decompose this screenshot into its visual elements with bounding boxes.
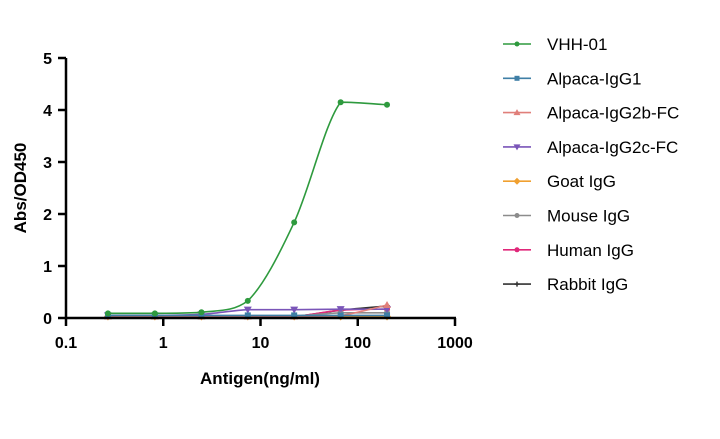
legend-item: Human IgG <box>503 241 634 260</box>
plot-area <box>103 99 392 321</box>
data-point <box>336 306 345 314</box>
y-tick-label: 3 <box>43 155 52 172</box>
data-point <box>244 297 251 304</box>
data-point <box>384 101 391 108</box>
data-point <box>244 312 251 319</box>
data-point <box>337 312 344 319</box>
legend-label: Human IgG <box>547 241 634 260</box>
data-point <box>290 306 299 314</box>
legend-marker <box>513 177 521 185</box>
data-point <box>291 219 298 226</box>
data-point <box>384 312 391 319</box>
legend-label: Goat IgG <box>547 172 616 191</box>
legend-label: VHH-01 <box>547 35 607 54</box>
x-tick-label: 0.1 <box>55 335 77 352</box>
legend-item: Rabbit IgG <box>503 275 628 294</box>
x-tick-label: 100 <box>344 335 371 352</box>
legend-item: Alpaca-IgG2b-FC <box>503 104 679 123</box>
x-axis-label: Antigen(ng/ml) <box>200 369 320 388</box>
legend-marker <box>514 281 520 287</box>
data-point <box>198 312 205 319</box>
legend: VHH-01 Alpaca-IgG1 Alpaca-IgG2b-FC Alpaca-I… <box>503 35 679 294</box>
y-tick-label: 1 <box>43 259 52 276</box>
data-point <box>291 312 298 319</box>
legend-marker <box>513 109 521 116</box>
legend-label: Alpaca-IgG2c-FC <box>547 138 678 157</box>
legend-label: Mouse IgG <box>547 207 630 226</box>
legend-marker <box>514 41 520 47</box>
y-tick-label: 0 <box>43 311 52 328</box>
y-tick-label: 5 <box>43 51 52 68</box>
legend-item: VHH-01 <box>503 35 607 54</box>
data-point <box>383 301 392 308</box>
legend-item: Goat IgG <box>503 172 616 191</box>
data-point <box>198 309 205 316</box>
legend-item: Alpaca-IgG2c-FC <box>503 138 678 157</box>
legend-label: Alpaca-IgG2b-FC <box>547 104 679 123</box>
series-line <box>107 101 388 315</box>
legend-marker <box>513 144 521 151</box>
legend-marker <box>514 75 520 81</box>
y-axis-label: Abs/OD450 <box>11 143 30 234</box>
data-point <box>243 306 252 314</box>
x-tick-label: 1000 <box>437 335 473 352</box>
legend-label: Rabbit IgG <box>547 275 628 294</box>
legend-item: Mouse IgG <box>503 207 630 226</box>
data-point <box>151 310 158 317</box>
x-tick-label: 1 <box>159 335 168 352</box>
legend-marker <box>514 247 520 253</box>
legend-marker <box>514 213 520 218</box>
legend-item: Alpaca-IgG1 <box>503 69 642 88</box>
y-tick-label: 2 <box>43 207 52 224</box>
data-point <box>104 310 111 317</box>
x-tick-label: 10 <box>252 335 270 352</box>
legend-label: Alpaca-IgG1 <box>547 69 642 88</box>
series-vhh-01 <box>104 99 391 317</box>
data-point <box>337 99 344 106</box>
y-tick-label: 4 <box>43 103 52 120</box>
